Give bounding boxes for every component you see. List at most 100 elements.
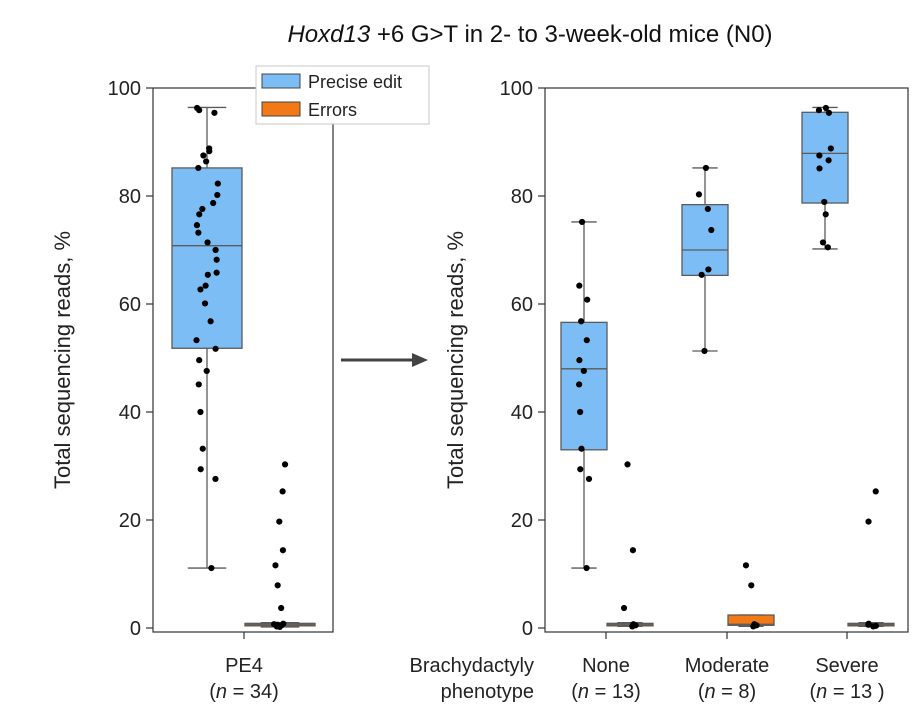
- x-category-label: PE4: [225, 655, 263, 677]
- y-tick-label: 80: [119, 186, 141, 208]
- precise-point: [698, 271, 705, 278]
- left-panel: Total sequencing reads, % 0 20 40 60 80 100 P…: [50, 65, 430, 703]
- n-value: = 8): [716, 681, 757, 703]
- x-group-label-line1: Brachydactyly: [410, 655, 535, 677]
- n-value: = 13 ): [827, 681, 884, 703]
- precise-point: [194, 104, 201, 112]
- errors-point: [270, 621, 278, 628]
- precise-point: [708, 226, 715, 234]
- right-panel: Total sequencing reads, % 0 20 40 60 80 100 N…: [410, 78, 909, 703]
- precise-point: [193, 222, 201, 229]
- precise-box: [560, 321, 608, 451]
- precise-point: [196, 211, 203, 218]
- precise-point: [825, 157, 832, 164]
- precise-point: [577, 466, 584, 473]
- precise-point: [816, 152, 823, 159]
- precise-point: [202, 282, 209, 289]
- precise-point: [207, 318, 214, 325]
- legend-swatch-errors: [261, 101, 301, 117]
- precise-point: [815, 107, 823, 114]
- precise-point: [214, 180, 221, 187]
- precise-point: [583, 564, 590, 572]
- chart-title: Hoxd13 +6 G>T in 2- to 3-week-old mice (…: [287, 21, 772, 48]
- precise-point: [208, 564, 215, 572]
- errors-point: [865, 518, 872, 525]
- x-category-n: (n = 13 ): [809, 681, 884, 703]
- precise-point: [578, 445, 585, 452]
- precise-point: [203, 158, 210, 165]
- precise-point: [822, 211, 829, 218]
- n-value: = 34): [227, 681, 279, 703]
- y-tick-label: 20: [119, 510, 141, 532]
- y-tick-label: 100: [108, 78, 141, 100]
- precise-point: [196, 357, 203, 364]
- precise-point: [704, 205, 711, 213]
- precise-point: [201, 300, 209, 307]
- precise-point: [203, 367, 210, 375]
- n-value: = 13): [589, 681, 641, 703]
- legend-label-errors: Errors: [308, 100, 357, 120]
- right-y-ticks: 0 20 40 60 80 100: [500, 78, 545, 640]
- n-open: (: [571, 681, 578, 703]
- y-tick-label: 100: [500, 78, 533, 100]
- arrow-between-panels: [341, 353, 428, 367]
- precise-point: [195, 229, 202, 236]
- left-x-categories: PE4 (n = 34): [209, 632, 279, 703]
- precise-point: [695, 191, 703, 198]
- precise-point: [214, 191, 221, 199]
- y-tick-label: 0: [130, 618, 141, 640]
- precise-point: [578, 318, 585, 325]
- precise-point: [195, 381, 202, 388]
- x-category-label: Moderate: [685, 655, 770, 677]
- n-symbol: n: [578, 681, 589, 703]
- precise-point: [211, 109, 218, 116]
- errors-point: [630, 621, 637, 628]
- n-symbol: n: [816, 681, 827, 703]
- precise-point: [584, 296, 591, 303]
- n-open: (: [809, 681, 816, 703]
- precise-point: [195, 164, 202, 172]
- n-symbol: n: [704, 681, 715, 703]
- precise-point: [576, 381, 583, 388]
- left-y-ticks: 0 20 40 60 80 100: [108, 78, 153, 640]
- precise-point: [197, 408, 204, 416]
- precise-point: [822, 104, 830, 112]
- y-tick-label: 0: [522, 618, 533, 640]
- precise-point: [212, 475, 219, 483]
- precise-point: [212, 345, 219, 352]
- legend-swatch-precise: [261, 73, 301, 89]
- errors-point: [278, 604, 285, 612]
- precise-point: [210, 199, 217, 207]
- errors-point: [624, 461, 631, 468]
- left-y-axis-label: Total sequencing reads, %: [50, 231, 75, 489]
- x-category-label: None: [582, 655, 630, 677]
- errors-point: [742, 562, 750, 569]
- precise-point: [701, 347, 708, 355]
- precise-point: [204, 271, 211, 278]
- precise-point: [580, 367, 587, 375]
- right-plot-content: [560, 104, 895, 630]
- errors-point: [872, 488, 879, 495]
- precise-point: [705, 266, 712, 273]
- precise-point: [197, 286, 204, 293]
- right-x-categories: None(n = 13)Moderate(n = 8)Severe(n = 13…: [571, 632, 885, 703]
- precise-box: [171, 167, 243, 349]
- errors-point: [865, 620, 872, 627]
- precise-point: [576, 282, 583, 289]
- precise-point: [819, 239, 827, 246]
- precise-point: [200, 152, 207, 159]
- precise-point: [816, 165, 823, 172]
- precise-point: [213, 256, 220, 263]
- precise-point: [578, 218, 586, 226]
- legend-label-precise: Precise edit: [308, 72, 402, 92]
- x-category-n: (n = 34): [209, 681, 279, 703]
- x-category-label: Severe: [815, 655, 878, 677]
- precise-point: [702, 164, 710, 172]
- y-tick-label: 40: [119, 402, 141, 424]
- precise-point: [193, 337, 200, 344]
- errors-point: [280, 620, 287, 627]
- errors-point: [274, 582, 281, 589]
- errors-point: [872, 622, 880, 629]
- y-tick-label: 80: [511, 186, 533, 208]
